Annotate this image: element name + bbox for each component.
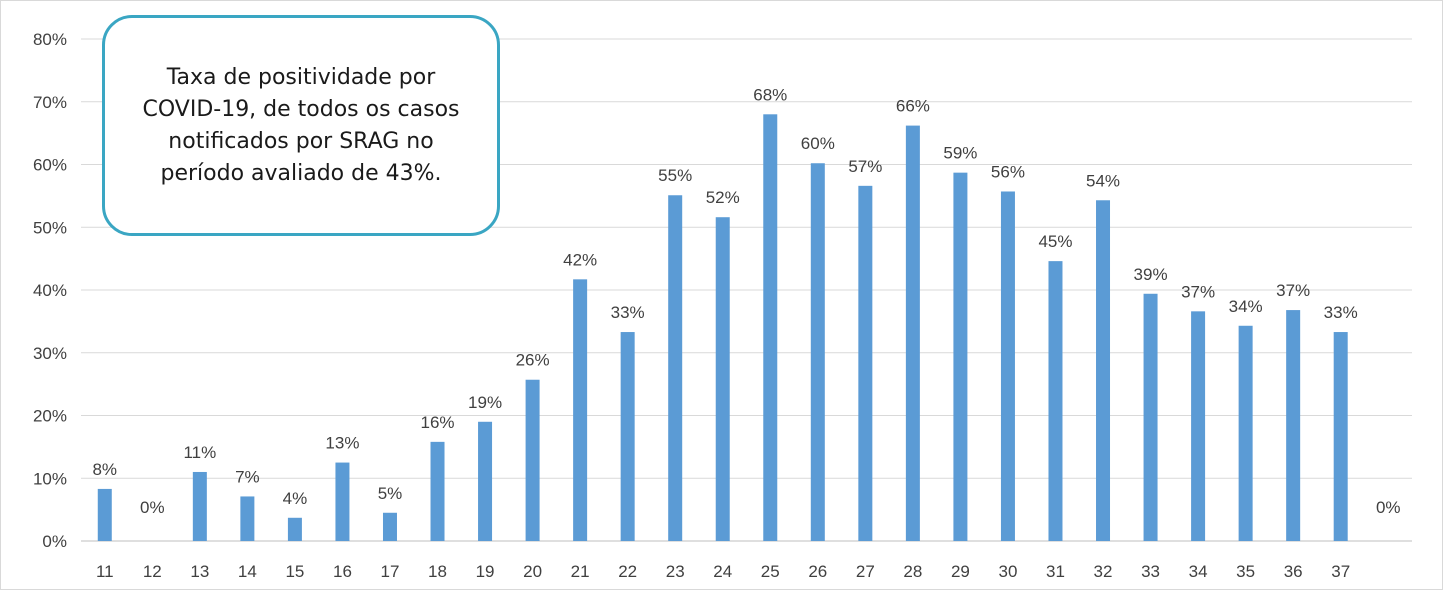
data-label: 59% xyxy=(943,144,977,163)
x-tick-label: 26 xyxy=(808,562,827,581)
bar xyxy=(1096,200,1111,541)
x-tick-label: 35 xyxy=(1236,562,1255,581)
data-label: 57% xyxy=(848,157,882,176)
x-tick-label: 36 xyxy=(1284,562,1303,581)
data-label: 55% xyxy=(658,166,692,185)
y-tick-label: 0% xyxy=(42,532,67,551)
data-label: 54% xyxy=(1086,171,1120,190)
data-label: 45% xyxy=(1038,232,1072,251)
data-label: 16% xyxy=(421,413,455,432)
annotation-callout: Taxa de positividade por COVID-19, de to… xyxy=(102,15,500,236)
y-tick-label: 10% xyxy=(33,469,67,488)
bar xyxy=(715,217,730,541)
data-label: 8% xyxy=(92,460,117,479)
bar xyxy=(858,185,873,541)
bar xyxy=(192,471,207,541)
x-tick-label: 28 xyxy=(903,562,922,581)
x-tick-label: 33 xyxy=(1141,562,1160,581)
bar xyxy=(1333,332,1348,541)
x-tick-label: 13 xyxy=(190,562,209,581)
x-tick-label: 37 xyxy=(1331,562,1350,581)
y-tick-label: 20% xyxy=(33,407,67,426)
data-label: 0% xyxy=(1376,498,1401,517)
bar xyxy=(763,114,778,542)
x-tick-label: 21 xyxy=(571,562,590,581)
bar xyxy=(430,441,445,541)
x-tick-label: 23 xyxy=(666,562,685,581)
x-tick-label: 22 xyxy=(618,562,637,581)
data-label: 4% xyxy=(283,489,308,508)
bar xyxy=(905,125,920,541)
bar xyxy=(1000,191,1015,542)
data-label: 42% xyxy=(563,250,597,269)
bar xyxy=(287,517,302,541)
bars xyxy=(97,114,1348,542)
bar xyxy=(1286,310,1301,541)
x-tick-label: 31 xyxy=(1046,562,1065,581)
x-tick-label: 11 xyxy=(96,562,114,581)
data-label: 52% xyxy=(706,188,740,207)
y-tick-label: 50% xyxy=(33,218,67,237)
data-label: 13% xyxy=(325,434,359,453)
y-tick-label: 40% xyxy=(33,281,67,300)
data-label: 56% xyxy=(991,162,1025,181)
bar xyxy=(335,462,350,541)
data-label: 0% xyxy=(140,498,165,517)
data-label: 66% xyxy=(896,97,930,116)
bar xyxy=(97,488,112,541)
bar xyxy=(668,195,683,541)
x-tick-label: 14 xyxy=(238,562,257,581)
y-axis-ticks: 0% 10% 20% 30% 40% 50% 60% 70% 80% xyxy=(33,30,67,551)
x-tick-label: 30 xyxy=(998,562,1017,581)
x-tick-label: 20 xyxy=(523,562,542,581)
data-label: 33% xyxy=(1324,303,1358,322)
x-tick-label: 17 xyxy=(381,562,400,581)
bar xyxy=(810,163,825,541)
data-label: 34% xyxy=(1229,297,1263,316)
data-label: 60% xyxy=(801,134,835,153)
x-tick-label: 18 xyxy=(428,562,447,581)
y-tick-label: 80% xyxy=(33,30,67,49)
data-label: 26% xyxy=(516,351,550,370)
bar xyxy=(525,379,540,541)
x-tick-label: 24 xyxy=(713,562,732,581)
data-label: 37% xyxy=(1181,282,1215,301)
y-tick-label: 30% xyxy=(33,344,67,363)
x-tick-label: 15 xyxy=(285,562,304,581)
data-label: 33% xyxy=(611,303,645,322)
x-tick-label: 34 xyxy=(1189,562,1208,581)
x-tick-label: 32 xyxy=(1094,562,1113,581)
x-tick-label: 27 xyxy=(856,562,875,581)
data-label: 68% xyxy=(753,85,787,104)
data-label: 11% xyxy=(183,443,216,462)
bar xyxy=(1048,261,1063,541)
bar xyxy=(382,512,397,541)
data-label: 39% xyxy=(1134,265,1168,284)
bar xyxy=(620,332,635,541)
bar xyxy=(573,279,588,541)
y-tick-label: 60% xyxy=(33,156,67,175)
data-label: 37% xyxy=(1276,281,1310,300)
x-axis-ticks: 11 12 13 14 15 16 17 18 19 20 21 22 23 24 25 26 27 28 29 30… xyxy=(96,562,1350,581)
bar xyxy=(953,172,968,541)
data-labels: 8% 0% 11% 7% 4% 13% 5% 16% 19% 26% 42% 33% 55% 52% 68%… xyxy=(92,85,1400,517)
data-label: 19% xyxy=(468,393,502,412)
x-tick-label: 19 xyxy=(476,562,495,581)
x-tick-label: 16 xyxy=(333,562,352,581)
data-label: 5% xyxy=(378,484,403,503)
bar xyxy=(1143,293,1158,541)
y-tick-label: 70% xyxy=(33,93,67,112)
annotation-text: Taxa de positividade por COVID-19, de to… xyxy=(142,64,460,186)
x-tick-label: 29 xyxy=(951,562,970,581)
bar xyxy=(478,421,493,541)
x-tick-label: 25 xyxy=(761,562,780,581)
bar xyxy=(1238,325,1253,541)
bar xyxy=(240,496,255,541)
bar xyxy=(1191,311,1206,541)
data-label: 7% xyxy=(235,467,260,486)
x-tick-label: 12 xyxy=(143,562,162,581)
